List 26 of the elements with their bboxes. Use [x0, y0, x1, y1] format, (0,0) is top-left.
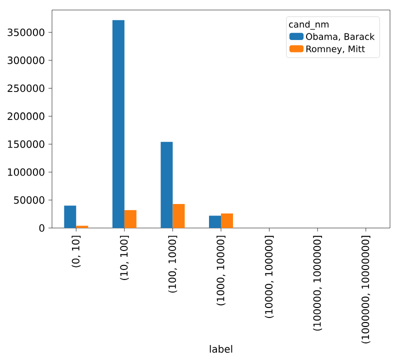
- legend-label: Obama, Barack: [306, 33, 375, 41]
- legend-title: cand_nm: [289, 20, 328, 30]
- x-tick-label: (1000000, 10000000]: [361, 236, 370, 344]
- x-tick-label: (0, 10]: [72, 236, 81, 268]
- y-tick-label: 50000: [14, 196, 44, 204]
- y-tick-label: 300000: [8, 56, 44, 64]
- y-tick-label: 350000: [8, 28, 44, 36]
- y-tick-label: 100000: [8, 168, 44, 176]
- bar: [112, 20, 124, 228]
- x-tick-label: (10, 100]: [120, 236, 129, 280]
- bar: [64, 206, 76, 228]
- bar: [124, 210, 136, 228]
- x-tick-label: (100000, 1000000]: [313, 236, 322, 331]
- bar: [221, 213, 233, 228]
- y-tick-label: 0: [39, 224, 44, 232]
- bar: [209, 216, 221, 228]
- legend-label: Romney, Mitt: [306, 45, 365, 54]
- bar: [160, 142, 173, 228]
- x-tick-label: (100, 1000]: [168, 236, 178, 293]
- x-tick-label: (10000, 100000]: [264, 236, 274, 318]
- y-tick-label: 150000: [8, 140, 44, 148]
- x-axis-title: label: [210, 345, 232, 353]
- bar: [172, 204, 185, 228]
- y-tick-label: 250000: [8, 84, 44, 92]
- x-tick-label: (1000, 10000]: [216, 236, 226, 306]
- y-tick-label: 200000: [8, 112, 44, 120]
